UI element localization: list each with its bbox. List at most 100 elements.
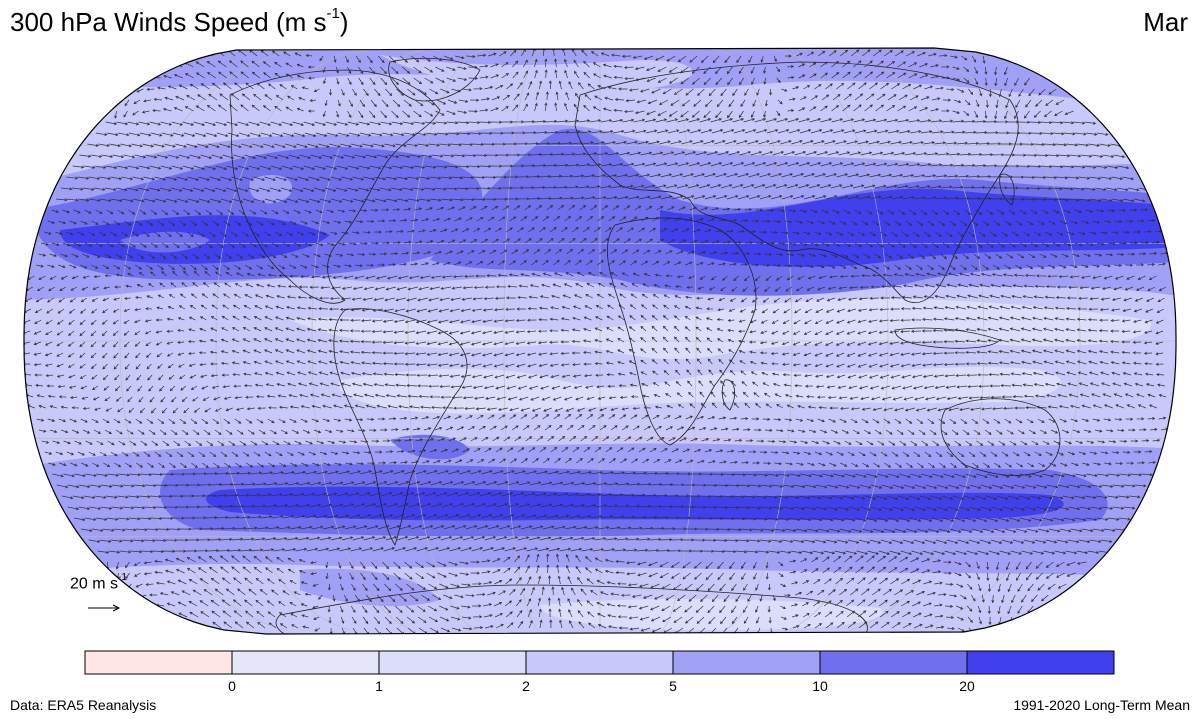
wind-vector-arrow	[695, 151, 708, 156]
japan-outline	[999, 173, 1015, 206]
wind-vector-arrow	[876, 93, 886, 101]
wind-vector-arrow	[110, 198, 123, 203]
wind-vector-arrow	[908, 73, 918, 79]
wind-vector-arrow	[843, 93, 852, 101]
wind-vector-arrow	[858, 195, 871, 200]
wind-vector-arrow	[436, 206, 445, 211]
wind-vector-arrow	[788, 97, 796, 101]
wind-vector-arrow	[842, 162, 855, 167]
wind-vector-arrow	[264, 94, 273, 101]
wind-vector-arrow	[919, 107, 929, 112]
wind-vector-arrow	[887, 94, 897, 101]
wind-vector-arrow	[542, 216, 550, 222]
wind-vector-arrow	[917, 51, 926, 57]
wind-vector-arrow	[984, 77, 988, 87]
wind-vector-arrow	[195, 105, 205, 112]
wind-vector-arrow	[1063, 132, 1076, 136]
wind-vector-arrow	[924, 85, 934, 90]
wind-vector-arrow	[336, 110, 340, 118]
wind-vector-arrow	[72, 165, 85, 169]
wind-vector-arrow	[688, 162, 701, 167]
wind-vector-arrow	[355, 55, 361, 64]
wind-vector-arrow	[728, 150, 741, 156]
wind-vector-arrow	[897, 61, 907, 68]
wind-vector-arrow	[1067, 176, 1080, 180]
wind-vector-arrow	[680, 66, 689, 74]
wind-vector-arrow	[600, 162, 613, 167]
wind-vector-arrow	[738, 110, 744, 119]
wind-vector-arrow	[535, 130, 548, 134]
wind-vector-arrow	[1111, 198, 1124, 203]
wind-vector-arrow	[970, 152, 983, 156]
wind-vector-arrow	[809, 73, 817, 79]
wind-vector-arrow	[396, 176, 409, 181]
wind-vector-arrow	[763, 66, 767, 74]
wind-vector-arrow	[704, 173, 716, 178]
wind-vector-arrow	[281, 165, 294, 171]
wind-vector-arrow	[181, 187, 194, 192]
wind-vector-arrow	[530, 152, 543, 157]
wind-vector-arrow	[219, 143, 231, 149]
wind-vector-arrow	[528, 174, 541, 179]
wind-vector-arrow	[902, 195, 915, 200]
wind-vector-arrow	[143, 99, 152, 103]
wind-vector-arrow	[347, 66, 352, 74]
wind-vector-arrow	[488, 52, 497, 57]
wind-vector-arrow	[651, 151, 664, 156]
wind-vector-arrow	[417, 143, 430, 147]
wind-vector-arrow	[940, 185, 953, 189]
wind-vector-arrow	[945, 141, 958, 145]
wind-vector-arrow	[109, 143, 121, 148]
wind-vector-arrow	[740, 99, 746, 108]
wind-vector-arrow	[622, 162, 635, 167]
wind-vector-arrow	[671, 173, 684, 178]
wind-vector-arrow	[1091, 154, 1104, 158]
wind-vector-arrow	[307, 143, 319, 148]
wind-vector-arrow	[963, 110, 970, 116]
wind-vector-arrow	[163, 74, 172, 79]
wind-vector-arrow	[614, 97, 625, 102]
wind-vector-arrow	[553, 216, 561, 222]
wind-vector-arrow	[62, 209, 70, 214]
wind-vector-arrow	[240, 71, 249, 79]
wind-vector-arrow	[1129, 208, 1138, 212]
wind-vector-arrow	[484, 175, 497, 179]
wind-vector-arrow	[413, 66, 422, 74]
wind-vector-arrow	[363, 198, 376, 203]
wind-vector-arrow	[634, 66, 645, 71]
wind-vector-arrow	[902, 84, 912, 90]
wind-vector-arrow	[138, 165, 151, 170]
wind-vector-arrow	[420, 154, 433, 158]
wind-vector-arrow	[106, 132, 119, 137]
wind-vector-arrow	[251, 71, 260, 79]
wind-vector-arrow	[763, 110, 767, 118]
wind-vector-arrow	[783, 150, 796, 156]
wind-vector-arrow	[838, 151, 851, 156]
wind-vector-arrow	[479, 120, 492, 124]
wind-vector-arrow	[286, 198, 299, 203]
wind-vector-arrow	[506, 83, 514, 90]
wind-vector-arrow	[363, 88, 369, 97]
wind-vector-arrow	[584, 94, 592, 101]
wind-vector-arrow	[440, 88, 450, 94]
wind-vector-arrow	[269, 187, 282, 193]
wind-vector-arrow	[887, 129, 900, 134]
wind-vector-arrow	[291, 187, 304, 192]
wind-vector-arrow	[985, 120, 998, 124]
wind-vector-arrow	[918, 185, 931, 189]
wind-vector-arrow	[880, 195, 893, 200]
wind-vector-arrow	[368, 187, 381, 192]
wind-vector-arrow	[328, 88, 333, 96]
wind-vector-arrow	[648, 140, 660, 145]
wind-vector-arrow	[82, 187, 95, 191]
wind-vector-arrow	[523, 103, 528, 112]
wind-vector-arrow	[605, 195, 618, 200]
wind-vector-arrow	[274, 143, 286, 149]
wind-vector-arrow	[253, 198, 266, 204]
wind-vector-arrow	[302, 187, 315, 192]
wind-vector-arrow	[887, 209, 895, 215]
wind-vector-arrow	[593, 141, 606, 145]
wind-vector-arrow	[374, 88, 381, 97]
wind-vector-arrow	[589, 119, 602, 123]
wind-vector-arrow	[787, 161, 800, 167]
